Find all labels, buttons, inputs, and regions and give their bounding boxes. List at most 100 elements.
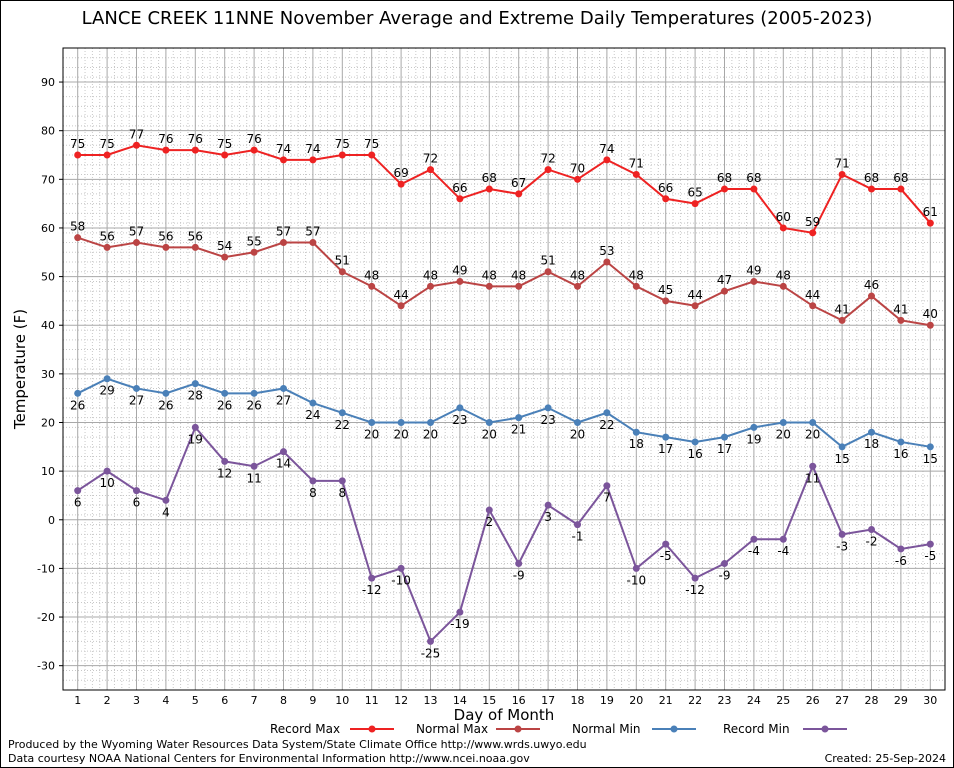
- y-tick-label: 40: [41, 319, 55, 332]
- x-axis-title: Day of Month: [454, 706, 555, 724]
- data-label: 48: [511, 268, 526, 282]
- data-point: [250, 146, 258, 154]
- data-label: 26: [70, 398, 85, 412]
- data-label: 77: [129, 127, 144, 141]
- data-point: [662, 195, 670, 203]
- data-label: 2: [485, 515, 493, 529]
- data-point: [897, 316, 905, 324]
- data-label: 20: [805, 428, 820, 442]
- data-point: [191, 423, 199, 431]
- x-tick-label: 26: [806, 694, 820, 707]
- legend-label: Record Max: [270, 722, 340, 736]
- data-label: 57: [276, 225, 291, 239]
- y-tick-label: 90: [41, 76, 55, 89]
- data-point: [632, 282, 640, 290]
- data-point: [868, 292, 875, 300]
- footer-produced-by: Produced by the Wyoming Water Resources …: [8, 738, 587, 751]
- data-point: [662, 540, 670, 548]
- data-point: [897, 545, 905, 553]
- data-point: [456, 404, 464, 412]
- data-point: [191, 380, 199, 388]
- data-point: [103, 243, 111, 251]
- x-tick-label: 9: [309, 694, 316, 707]
- data-point: [662, 297, 670, 305]
- data-point: [368, 574, 376, 582]
- data-point: [427, 419, 434, 426]
- x-tick-label: 8: [280, 694, 287, 707]
- data-label: 8: [338, 486, 346, 500]
- data-label: 75: [364, 137, 379, 151]
- data-label: 12: [217, 466, 232, 480]
- data-label: 49: [746, 263, 761, 277]
- data-point: [280, 239, 287, 247]
- data-point: [397, 180, 405, 188]
- data-label: 75: [99, 137, 114, 151]
- data-point: [838, 530, 846, 538]
- data-label: 66: [658, 181, 673, 195]
- data-label: -9: [513, 569, 525, 583]
- data-label: 14: [276, 457, 291, 471]
- data-point: [133, 239, 140, 247]
- data-label: 19: [188, 432, 203, 446]
- data-label: 28: [188, 389, 203, 403]
- data-point: [632, 564, 640, 572]
- plot-area-border: [62, 47, 946, 691]
- series-line: [77, 425, 931, 644]
- x-tick-label: 15: [482, 694, 496, 707]
- data-point: [544, 404, 552, 412]
- data-point: [191, 243, 199, 251]
- data-point: [309, 156, 317, 164]
- data-label: 18: [629, 437, 644, 451]
- data-point: [897, 438, 905, 446]
- data-label: 22: [599, 418, 614, 432]
- data-point: [691, 574, 699, 582]
- data-label: -3: [836, 539, 848, 553]
- y-tick-label: 20: [41, 417, 55, 430]
- data-label: 75: [70, 137, 85, 151]
- data-label: 56: [188, 229, 203, 243]
- data-point: [309, 399, 317, 407]
- data-label: 48: [364, 268, 379, 282]
- y-tick-label: 50: [41, 271, 55, 284]
- data-point: [309, 477, 317, 485]
- x-tick-label: 20: [629, 694, 643, 707]
- data-label: 17: [717, 442, 732, 456]
- data-label: -5: [924, 549, 936, 563]
- data-label: 27: [276, 393, 291, 407]
- data-label: 68: [482, 171, 497, 185]
- data-label: 26: [246, 398, 261, 412]
- data-label: 6: [74, 496, 82, 510]
- data-point: [133, 141, 140, 149]
- data-label: 16: [687, 447, 702, 461]
- data-label: 69: [393, 166, 408, 180]
- data-label: 15: [923, 452, 938, 466]
- data-point: [74, 151, 82, 159]
- data-label: 20: [482, 428, 497, 442]
- data-label: 57: [129, 225, 144, 239]
- data-point: [162, 146, 170, 154]
- data-point: [191, 146, 199, 154]
- data-point: [574, 282, 581, 290]
- data-label: -6: [895, 554, 907, 568]
- data-label: 24: [305, 408, 320, 422]
- data-label: -12: [685, 583, 705, 597]
- data-point: [74, 487, 82, 495]
- data-point: [221, 457, 229, 465]
- data-label: 68: [864, 171, 879, 185]
- data-label: 67: [511, 176, 526, 190]
- data-point: [721, 185, 728, 193]
- data-point: [838, 443, 846, 451]
- data-point: [603, 409, 611, 417]
- data-point: [868, 526, 875, 533]
- x-tick-label: 5: [192, 694, 199, 707]
- legend-swatch-marker: [821, 725, 829, 733]
- x-tick-label: 10: [335, 694, 349, 707]
- y-tick-label: 70: [41, 173, 55, 186]
- x-tick-label: 3: [133, 694, 140, 707]
- data-point: [574, 175, 581, 183]
- data-point: [926, 540, 934, 548]
- x-tick-label: 22: [688, 694, 702, 707]
- data-point: [485, 419, 493, 426]
- y-tick-label: -20: [37, 611, 55, 624]
